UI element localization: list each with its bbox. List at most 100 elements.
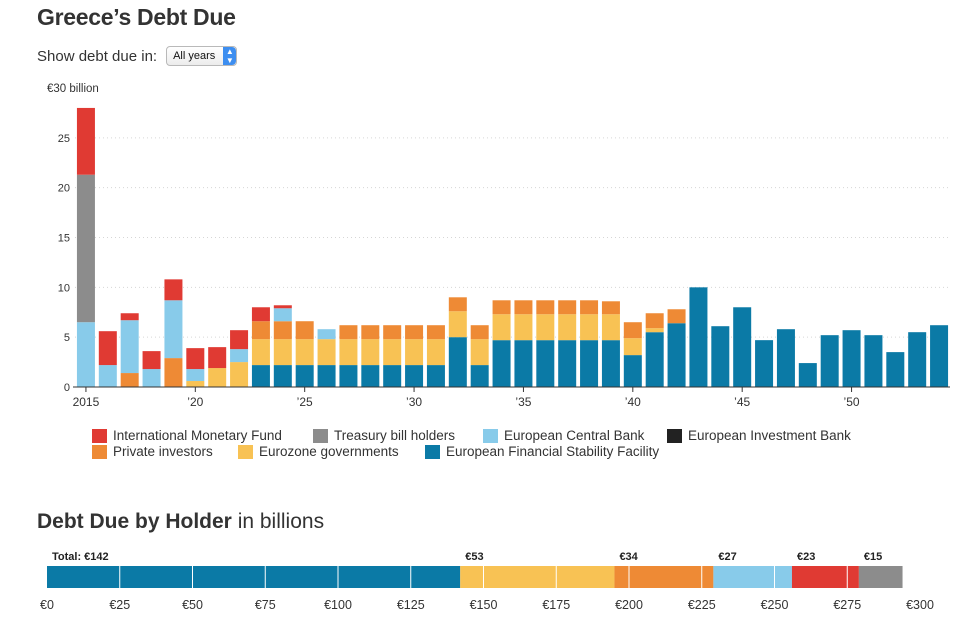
legend-label: European Investment Bank (688, 428, 851, 443)
bar-international-monetary-fund-2018 (142, 351, 161, 370)
legend-item-european-investment-bank: European Investment Bank (667, 428, 851, 443)
holder-tick-label: €125 (397, 598, 425, 612)
holder-tick-label: €200 (615, 598, 643, 612)
bar-european-financial-stability-facility-2050 (842, 330, 861, 387)
y-tick-label: 0 (64, 382, 70, 394)
legend-item-treasury-bill-holders: Treasury bill holders (313, 428, 455, 443)
y-tick-label: 5 (64, 332, 70, 344)
legend-swatch (238, 444, 253, 459)
bar-european-financial-stability-facility-2032 (448, 337, 467, 387)
bar-private-investors-2025 (295, 321, 314, 340)
holder-tick-label: €225 (688, 598, 716, 612)
bar-eurozone-governments-2034 (492, 314, 511, 341)
bar-private-investors-2023 (251, 321, 270, 340)
select-arrows-icon: ▲ ▼ (223, 47, 237, 65)
bar-private-investors-2019 (164, 358, 183, 387)
bar-european-financial-stability-facility-2045 (733, 307, 752, 387)
legend-swatch (92, 444, 107, 459)
holder-tick-label: €100 (324, 598, 352, 612)
bar-european-central-bank-2022 (230, 349, 249, 363)
bar-private-investors-2036 (536, 300, 555, 315)
bar-eurozone-governments-2033 (470, 339, 489, 366)
bar-european-financial-stability-facility-2026 (317, 365, 336, 387)
debt-due-chart: 0 5 10 15 20 25 €30 billion 2015 ’20 ’25 ’30 ’35 ’40… (47, 83, 950, 409)
bar-eurozone-governments-2025 (295, 339, 314, 366)
holder-tick-label: €275 (833, 598, 861, 612)
bar-international-monetary-fund-2016 (98, 331, 117, 366)
bar-private-investors-2030 (405, 325, 424, 340)
bar-european-financial-stability-facility-2029 (383, 365, 402, 387)
holder-value-label: €27 (718, 551, 736, 563)
x-tick-label: ’20 (187, 395, 203, 409)
bar-international-monetary-fund-2021 (208, 347, 227, 369)
page-title: Greece’s Debt Due (37, 4, 236, 30)
years-select[interactable]: All years ▲ ▼ (166, 46, 238, 66)
bar-eurozone-governments-2028 (361, 339, 380, 366)
holder-segment-international-monetary-fund (791, 566, 859, 588)
bar-european-financial-stability-facility-2047 (776, 329, 795, 387)
x-tick-label: 2015 (73, 395, 100, 409)
holder-value-label: €34 (619, 551, 638, 563)
legend-item-eurozone-governments: Eurozone governments (238, 444, 399, 459)
y-tick-label: 25 (58, 133, 70, 145)
bar-european-central-bank-2024 (273, 308, 292, 322)
bar-european-central-bank-2017 (120, 320, 139, 374)
bar-european-financial-stability-facility-2042 (667, 323, 686, 387)
filter-label: Show debt due in: (37, 47, 158, 65)
y-tick-label: 10 (58, 282, 70, 294)
holder-tick-label: €175 (542, 598, 570, 612)
bar-eurozone-governments-2026 (317, 339, 336, 366)
bar-eurozone-governments-2038 (580, 314, 599, 341)
bar-european-financial-stability-facility-2049 (820, 335, 839, 387)
bar-european-central-bank-2026 (317, 329, 336, 340)
bar-international-monetary-fund-2022 (230, 330, 249, 350)
bar-european-central-bank-2018 (142, 369, 161, 387)
bar-private-investors-2040 (623, 322, 642, 339)
bar-eurozone-governments-2040 (623, 338, 642, 356)
legend-item-european-financial-stability-facility: European Financial Stability Facility (425, 444, 659, 459)
bar-european-financial-stability-facility-2035 (514, 340, 533, 387)
bar-international-monetary-fund-2015 (76, 107, 95, 175)
legend-label: European Central Bank (504, 428, 645, 443)
bar-international-monetary-fund-2017 (120, 313, 139, 321)
bar-international-monetary-fund-2024 (273, 305, 292, 309)
holder-tick-label: €50 (182, 598, 203, 612)
bar-european-central-bank-2015 (76, 322, 95, 387)
bar-eurozone-governments-2024 (273, 339, 292, 366)
legend-swatch (667, 428, 682, 443)
bar-european-financial-stability-facility-2039 (601, 340, 620, 387)
holder-segment-treasury-bill-holders (858, 566, 903, 588)
holder-segment-private-investors (614, 566, 714, 588)
bar-private-investors-2038 (580, 300, 599, 315)
years-select-value: All years (173, 50, 216, 62)
legend-swatch (313, 428, 328, 443)
holder-segment-eurozone-governments (460, 566, 615, 588)
bar-private-investors-2039 (601, 301, 620, 315)
bar-european-financial-stability-facility-2040 (623, 355, 642, 387)
bar-european-financial-stability-facility-2027 (339, 365, 358, 387)
legend-label: Private investors (113, 444, 213, 459)
holder-tick-label: €25 (109, 598, 130, 612)
bar-european-central-bank-2016 (98, 365, 117, 387)
bar-private-investors-2042 (667, 309, 686, 324)
bar-european-financial-stability-facility-2051 (864, 335, 883, 387)
holder-bar-chart: Total: €142 €53 €34 €27 €23 €15 €0 €25 €50 €75 €10… (40, 551, 934, 612)
y-axis-label: €30 billion (47, 83, 99, 95)
x-tick-label: ’40 (625, 395, 641, 409)
bar-private-investors-2033 (470, 325, 489, 340)
holder-segment-european-financial-stability-facility (47, 566, 461, 588)
y-tick-label: 20 (58, 183, 70, 195)
x-tick-label: ’30 (406, 395, 422, 409)
holder-tick-label: €0 (40, 598, 54, 612)
bar-european-financial-stability-facility-2052 (886, 352, 905, 387)
bar-european-financial-stability-facility-2030 (405, 365, 424, 387)
bar-european-financial-stability-facility-2044 (711, 326, 730, 387)
bar-eurozone-governments-2037 (558, 314, 577, 341)
legend-item-international-monetary-fund: International Monetary Fund (92, 428, 282, 443)
bar-european-financial-stability-facility-2028 (361, 365, 380, 387)
bar-eurozone-governments-2036 (536, 314, 555, 341)
year-filter: Show debt due in: All years ▲ ▼ (37, 46, 238, 66)
holder-tick-label: €75 (255, 598, 276, 612)
bar-eurozone-governments-2022 (230, 362, 249, 387)
bar-eurozone-governments-2031 (426, 339, 445, 366)
